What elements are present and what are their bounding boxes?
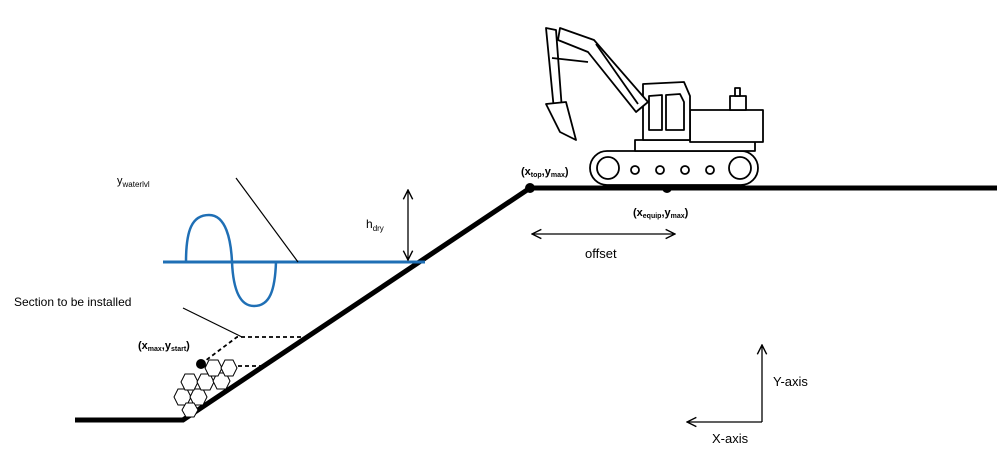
excavator-icon [545, 27, 764, 186]
y-waterlvl-leader [235, 177, 299, 263]
ground-profile [75, 185, 997, 423]
y-waterlvl-label: ywaterlvl [117, 175, 150, 189]
y-axis-label: Y-axis [773, 374, 808, 389]
hexagon-unit [204, 359, 223, 377]
hexagon-unit [220, 359, 238, 377]
section-leader [182, 307, 243, 338]
x-top-y-max-label: (xtop,ymax) [521, 166, 569, 179]
offset-label: offset [585, 246, 617, 261]
hexagon-units [173, 359, 238, 418]
section-label: Section to be installed [14, 295, 131, 309]
x-axis-label: X-axis [712, 431, 749, 446]
x-equip-y-max-label: (xequip,ymax) [633, 207, 689, 220]
top-point-dot [525, 183, 535, 193]
wave-icon [184, 213, 278, 308]
hexagon-unit [180, 373, 199, 391]
h-dry-label: hdry [366, 217, 384, 233]
section-outline-upper [200, 336, 304, 365]
hexagon-unit [181, 402, 199, 418]
x-max-y-start-label: (xmax,ystart) [138, 340, 190, 353]
start-point-dot [196, 359, 206, 369]
